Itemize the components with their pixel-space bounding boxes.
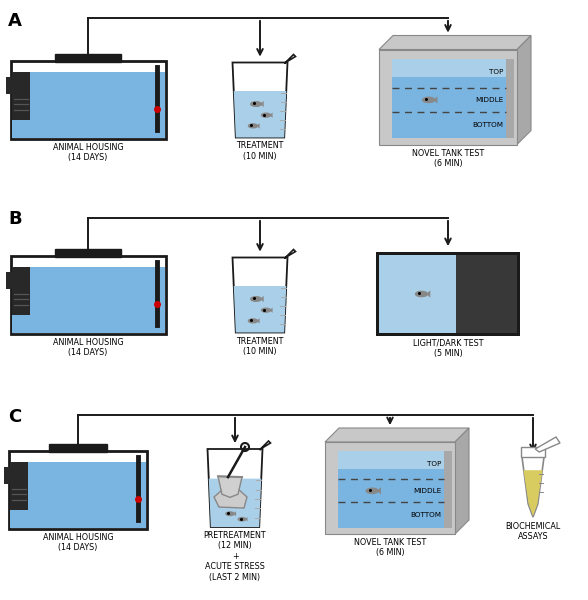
Text: ANIMAL HOUSING
(14 DAYS): ANIMAL HOUSING (14 DAYS) (53, 143, 123, 163)
Polygon shape (245, 517, 248, 521)
Text: BIOCHEMICAL
ASSAYS: BIOCHEMICAL ASSAYS (505, 522, 560, 541)
Ellipse shape (226, 512, 234, 515)
Text: B: B (8, 210, 22, 228)
Bar (338, 451, 452, 469)
Ellipse shape (262, 308, 270, 312)
Bar (55, 54, 121, 62)
Text: NOVEL TANK TEST
(6 MIN): NOVEL TANK TEST (6 MIN) (354, 538, 426, 557)
Ellipse shape (250, 102, 261, 106)
Polygon shape (232, 62, 288, 137)
Text: MIDDLE: MIDDLE (475, 97, 503, 103)
Bar (325, 442, 455, 534)
Text: A: A (8, 12, 22, 30)
Ellipse shape (423, 97, 435, 103)
Polygon shape (256, 318, 259, 323)
Polygon shape (379, 35, 531, 49)
Bar (49, 444, 107, 452)
Bar (456, 255, 517, 333)
Bar (12, 267, 29, 315)
Text: ANIMAL HOUSING
(14 DAYS): ANIMAL HOUSING (14 DAYS) (43, 533, 113, 553)
Polygon shape (285, 250, 296, 259)
Polygon shape (208, 449, 262, 527)
Bar (10, 462, 146, 528)
Bar (10, 462, 28, 510)
Polygon shape (260, 101, 263, 107)
Text: ANIMAL HOUSING
(14 DAYS): ANIMAL HOUSING (14 DAYS) (53, 338, 123, 358)
Polygon shape (455, 428, 469, 534)
Polygon shape (426, 290, 430, 298)
Text: TOP: TOP (427, 461, 441, 467)
Bar (392, 59, 514, 77)
Bar (338, 469, 452, 527)
Text: MIDDLE: MIDDLE (413, 488, 441, 494)
Text: TREATMENT
(10 MIN): TREATMENT (10 MIN) (236, 142, 283, 161)
Bar (392, 77, 514, 138)
Polygon shape (209, 479, 261, 527)
Text: BOTTOM: BOTTOM (472, 122, 503, 128)
Polygon shape (256, 123, 259, 128)
Polygon shape (535, 437, 560, 452)
Bar (11, 256, 165, 334)
Text: LIGHT/DARK TEST
(5 MIN): LIGHT/DARK TEST (5 MIN) (413, 339, 483, 358)
Polygon shape (260, 296, 263, 302)
Text: C: C (8, 408, 21, 426)
Bar (521, 447, 545, 457)
Ellipse shape (416, 292, 427, 296)
Text: NOVEL TANK TEST
(6 MIN): NOVEL TANK TEST (6 MIN) (412, 148, 484, 168)
Polygon shape (517, 35, 531, 145)
Bar (11, 61, 165, 139)
Polygon shape (232, 257, 288, 332)
Bar (4, 467, 10, 484)
Ellipse shape (262, 113, 270, 117)
Bar (5, 77, 12, 94)
Text: PRETREATMENT
(12 MIN)
+
ACUTE STRESS
(LAST 2 MIN): PRETREATMENT (12 MIN) + ACUTE STRESS (LA… (203, 531, 266, 581)
Ellipse shape (366, 488, 378, 493)
Bar (55, 249, 121, 257)
Polygon shape (234, 286, 286, 332)
Polygon shape (377, 487, 381, 494)
Polygon shape (234, 91, 286, 137)
Bar (379, 49, 517, 145)
Polygon shape (325, 428, 469, 442)
Ellipse shape (238, 518, 246, 521)
Ellipse shape (249, 124, 258, 128)
Bar (12, 72, 165, 138)
Polygon shape (218, 476, 242, 497)
Polygon shape (433, 96, 437, 103)
Polygon shape (233, 511, 236, 516)
Bar (12, 72, 29, 120)
Bar (5, 272, 12, 289)
Bar (506, 59, 514, 138)
Polygon shape (522, 457, 544, 517)
Polygon shape (270, 307, 273, 313)
Bar (444, 451, 452, 527)
Bar (376, 252, 520, 336)
Polygon shape (270, 112, 273, 118)
Polygon shape (285, 55, 296, 64)
Text: BOTTOM: BOTTOM (410, 512, 441, 518)
Bar (379, 255, 456, 333)
Polygon shape (523, 470, 543, 516)
Text: TREATMENT
(10 MIN): TREATMENT (10 MIN) (236, 337, 283, 356)
Text: TOP: TOP (489, 69, 503, 75)
Ellipse shape (249, 319, 258, 323)
Ellipse shape (250, 297, 261, 301)
Bar (9, 451, 147, 529)
Polygon shape (259, 441, 270, 450)
Bar (12, 267, 165, 333)
Polygon shape (214, 488, 247, 508)
